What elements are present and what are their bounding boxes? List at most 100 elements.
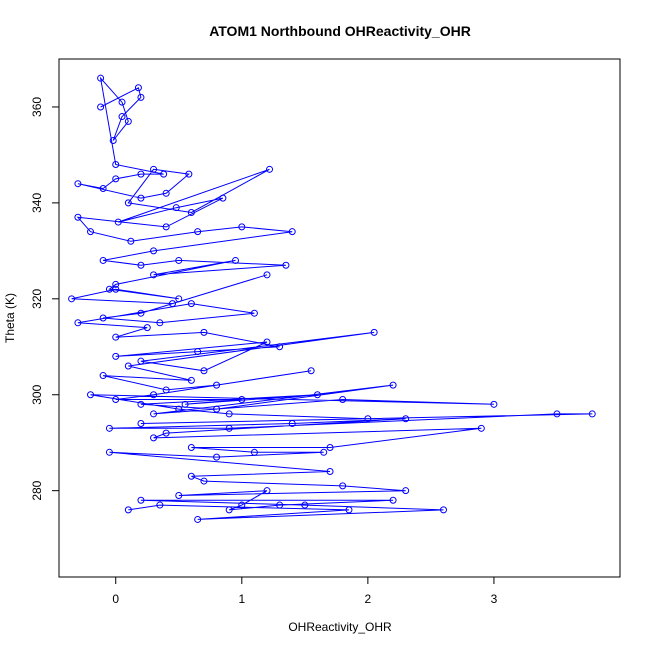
data-point	[143, 324, 151, 332]
series-points	[68, 74, 596, 523]
data-point	[150, 165, 158, 173]
data-point	[185, 170, 193, 178]
data-point	[112, 280, 120, 288]
data-point	[175, 405, 183, 413]
data-point	[200, 367, 208, 375]
data-point	[263, 271, 271, 279]
x-tick-label: 1	[238, 592, 245, 606]
data-point	[134, 84, 142, 92]
data-point	[137, 170, 145, 178]
data-point	[288, 420, 296, 428]
data-point	[172, 204, 180, 212]
data-point	[99, 372, 107, 380]
x-tick-label: 2	[365, 592, 372, 606]
data-point	[231, 256, 239, 264]
data-point	[326, 467, 334, 475]
data-point	[225, 506, 233, 514]
data-point	[238, 223, 246, 231]
data-point	[194, 515, 202, 523]
data-point	[477, 424, 485, 432]
data-point	[187, 300, 195, 308]
data-point	[440, 506, 448, 514]
data-point	[105, 424, 113, 432]
data-point	[114, 218, 122, 226]
data-point	[389, 496, 397, 504]
data-point	[99, 314, 107, 322]
data-point	[225, 410, 233, 418]
data-point	[402, 487, 410, 495]
data-point	[175, 295, 183, 303]
data-point	[313, 391, 321, 399]
data-point	[402, 415, 410, 423]
data-point	[194, 348, 202, 356]
data-point	[339, 482, 347, 490]
data-point	[124, 362, 132, 370]
y-tick-label: 300	[30, 384, 44, 404]
data-point	[97, 74, 105, 82]
data-point	[266, 165, 274, 173]
data-point	[137, 93, 145, 101]
data-point	[307, 367, 315, 375]
y-axis-label: Theta (K)	[3, 293, 17, 343]
data-point	[364, 415, 372, 423]
data-point	[118, 98, 126, 106]
data-point	[87, 391, 95, 399]
data-point	[225, 424, 233, 432]
chart-title: ATOM1 Northbound OHReactivity_OHR	[209, 23, 471, 39]
x-tick-label: 3	[491, 592, 498, 606]
data-point	[219, 194, 227, 202]
data-point	[137, 309, 145, 317]
data-point	[150, 391, 158, 399]
data-point	[213, 381, 221, 389]
data-point	[238, 501, 246, 509]
data-point	[339, 396, 347, 404]
data-point	[127, 237, 135, 245]
data-point	[168, 300, 176, 308]
y-tick-label: 340	[30, 193, 44, 213]
data-point	[68, 295, 76, 303]
series-lines	[71, 76, 593, 520]
data-point	[238, 396, 246, 404]
data-point	[345, 506, 353, 514]
data-point	[263, 338, 271, 346]
data-point	[112, 396, 120, 404]
data-point	[162, 429, 170, 437]
data-point	[187, 444, 195, 451]
data-point	[137, 400, 145, 408]
data-point	[187, 472, 195, 480]
data-point	[112, 161, 120, 169]
data-point	[162, 189, 170, 197]
data-point	[109, 137, 117, 145]
data-point	[588, 410, 596, 418]
data-point	[162, 223, 170, 231]
data-point	[97, 103, 105, 111]
data-point	[250, 448, 258, 456]
data-point	[162, 386, 170, 394]
data-point	[288, 228, 296, 236]
data-point	[181, 400, 189, 408]
data-point	[200, 328, 208, 336]
data-point	[276, 343, 284, 351]
data-point	[301, 501, 309, 509]
data-point	[263, 487, 271, 495]
data-point	[74, 319, 82, 327]
data-point	[87, 228, 95, 236]
data-point	[74, 180, 82, 188]
x-tick-label: 0	[112, 592, 119, 606]
data-point	[112, 352, 120, 360]
data-point	[187, 376, 195, 384]
data-point	[124, 117, 132, 125]
data-point	[150, 247, 158, 255]
y-tick-label: 280	[30, 480, 44, 500]
data-point	[150, 410, 158, 418]
data-point	[124, 506, 132, 514]
series-line	[71, 76, 593, 520]
data-point	[490, 400, 498, 408]
y-tick-label: 360	[30, 97, 44, 117]
data-point	[112, 175, 120, 183]
data-point	[137, 420, 145, 428]
data-point	[187, 208, 195, 216]
data-point	[213, 405, 221, 413]
data-point	[175, 491, 183, 499]
